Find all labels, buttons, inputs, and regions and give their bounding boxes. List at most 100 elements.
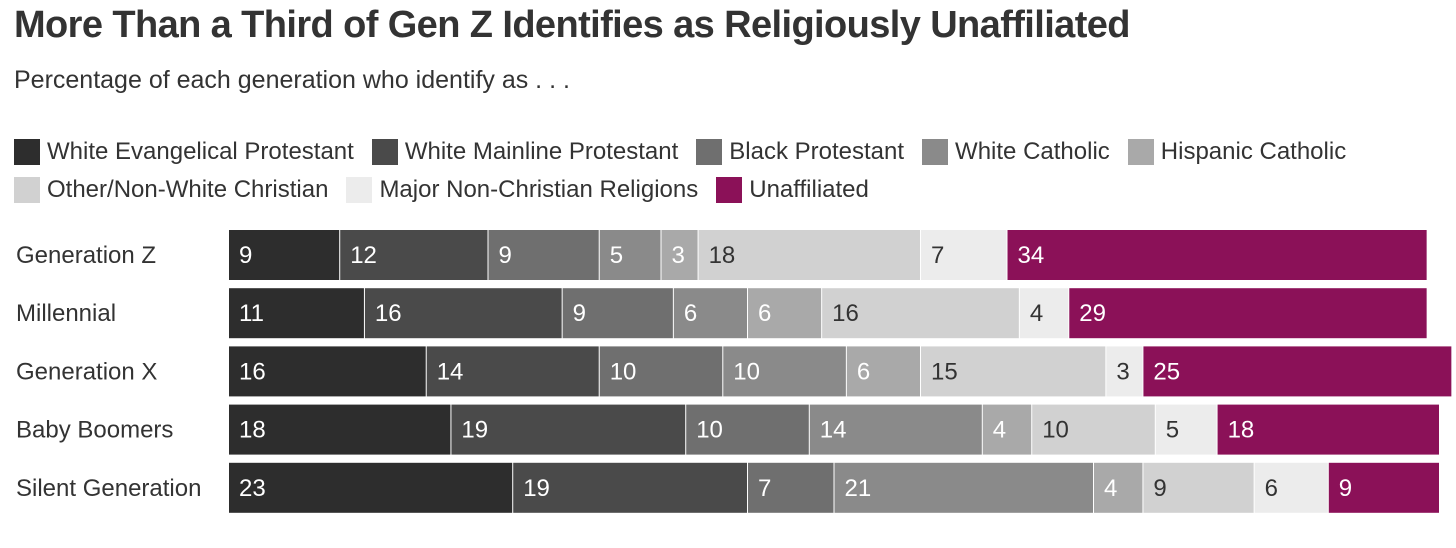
data-label: 3 [1116,358,1129,385]
legend-item-unaffiliated: Unaffiliated [716,176,869,204]
bar-segment-unaffiliated [1007,230,1427,280]
bar-segment-major-non-christian-religions [1155,404,1217,455]
legend-swatch [371,139,398,165]
bar-segment-major-non-christian-religions [1019,288,1069,339]
data-label: 10 [610,358,637,385]
bar-row-baby-boomers: Baby Boomers 18 19 10 14 4 10 5 18 [16,404,1439,455]
legend-label: Major Non-Christian Religions [379,176,699,203]
data-label: 29 [1079,300,1106,327]
data-label: 6 [758,300,771,327]
data-label: 19 [523,475,550,502]
bar-segment-hispanic-catholic [661,230,698,280]
bar-segment-white-catholic [673,288,747,339]
data-label: 9 [499,242,512,269]
legend-item-white-catholic: White Catholic [922,138,1110,166]
data-label: 25 [1153,358,1180,385]
bar-segment-other-non-white-christian [1143,462,1254,513]
legend-item-hispanic-catholic: Hispanic Catholic [1127,138,1347,166]
data-label: 21 [845,475,872,502]
bar-segment-black-protestant [748,462,834,513]
data-label: 9 [1339,475,1352,502]
legend-swatch [1127,139,1154,165]
data-label: 34 [1018,242,1045,269]
legend-row-2: Other/Non-White Christian Major Non-Chri… [14,171,1444,209]
bar-segment-major-non-christian-religions [1254,462,1328,513]
bar-row-generation-z: Generation Z 9 12 9 5 3 18 7 34 [16,230,1427,280]
bar-segment-white-mainline-protestant [513,462,747,513]
data-label: 16 [239,358,266,385]
chart-title: More Than a Third of Gen Z Identifies as… [14,4,1131,46]
legend-swatch [346,177,373,203]
bar-segment-other-non-white-christian [822,288,1019,339]
data-label: 5 [610,242,623,269]
category-label: Millennial [16,300,116,327]
data-label: 18 [709,242,736,269]
legend-label: Other/Non-White Christian [47,176,329,203]
data-label: 6 [1265,475,1278,502]
data-label: 15 [931,358,958,385]
bar-segment-major-non-christian-religions [1106,346,1143,397]
legend-label: Black Protestant [729,138,905,165]
bar-segment-white-mainline-protestant [426,346,599,397]
bar-segment-other-non-white-christian [1032,404,1155,455]
data-label: 4 [993,417,1006,444]
data-label: 11 [239,300,264,327]
data-label: 7 [931,242,944,269]
legend-label: White Mainline Protestant [404,138,679,165]
bar-segment-white-mainline-protestant [364,288,562,339]
data-label: 9 [573,300,586,327]
data-label: 19 [461,417,488,444]
data-label: 9 [239,242,252,269]
legend-item-white-mainline-protestant: White Mainline Protestant [371,138,679,166]
bar-segment-white-catholic [599,230,661,280]
data-label: 5 [1166,417,1179,444]
category-label: Generation X [16,358,157,385]
data-label: 7 [758,475,771,502]
bar-segment-black-protestant [599,346,723,397]
data-label: 4 [1104,475,1117,502]
legend-item-other-non-white-christian: Other/Non-White Christian [14,176,328,204]
legend-row-1: White Evangelical Protestant White Mainl… [14,133,1444,171]
data-label: 6 [857,358,870,385]
data-label: 18 [239,417,266,444]
bar-segment-white-catholic [809,404,982,455]
legend-swatch [716,177,743,203]
bar-segment-unaffiliated [1069,288,1427,339]
legend-item-white-evangelical-protestant: White Evangelical Protestant [14,138,354,166]
data-label: 10 [1042,417,1069,444]
data-label: 14 [820,417,847,444]
data-label: 6 [684,300,697,327]
bar-segment-white-evangelical-protestant [229,346,426,397]
bar-segment-other-non-white-christian [698,230,920,280]
data-label: 18 [1228,417,1255,444]
bar-segment-white-evangelical-protestant [229,404,451,455]
legend-label: Hispanic Catholic [1160,138,1347,165]
bar-segment-white-evangelical-protestant [229,462,513,513]
bar-segment-white-evangelical-protestant [229,288,364,339]
data-label: 3 [672,242,685,269]
bar-row-millennial: Millennial 11 16 9 6 6 16 4 29 [16,288,1427,339]
data-label: 4 [1030,300,1043,327]
bar-row-generation-x: Generation X 16 14 10 10 6 15 3 25 [16,346,1452,397]
data-label: 23 [239,475,266,502]
legend: White Evangelical Protestant White Mainl… [14,133,1444,209]
legend-label: White Evangelical Protestant [47,138,354,165]
data-label: 16 [375,300,402,327]
legend-label: Unaffiliated [749,176,869,203]
bar-segment-black-protestant [686,404,809,455]
legend-swatch [14,139,40,165]
bar-segment-black-protestant [562,288,673,339]
bar-segment-unaffiliated [1143,346,1452,397]
bar-segment-hispanic-catholic [982,404,1032,455]
bar-segment-white-evangelical-protestant [229,230,340,280]
bar-segment-hispanic-catholic [1094,462,1143,513]
data-label: 9 [1153,475,1166,502]
bar-segment-hispanic-catholic [846,346,920,397]
category-label: Silent Generation [16,475,201,502]
category-label: Baby Boomers [16,417,173,444]
bar-segment-unaffiliated [1328,462,1439,513]
legend-swatch [696,139,723,165]
data-label: 14 [437,358,464,385]
data-label: 16 [832,300,859,327]
